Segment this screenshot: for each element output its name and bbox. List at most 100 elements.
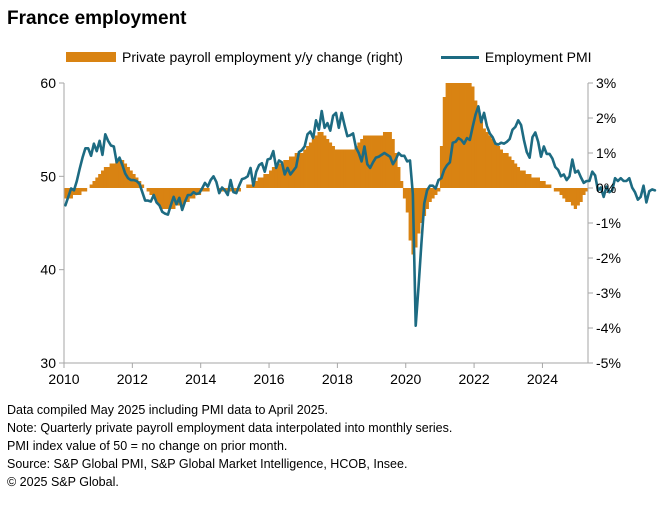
bar bbox=[482, 128, 486, 188]
bar bbox=[471, 86, 475, 188]
bar bbox=[64, 188, 68, 199]
x-tick-label: 2018 bbox=[322, 371, 353, 387]
bar bbox=[149, 188, 153, 195]
bar bbox=[405, 188, 409, 213]
x-tick-label: 2024 bbox=[527, 371, 558, 387]
bar bbox=[474, 100, 478, 188]
bar bbox=[363, 135, 367, 188]
bar bbox=[570, 188, 575, 206]
bar bbox=[496, 146, 501, 188]
bar bbox=[206, 188, 210, 192]
bar bbox=[260, 177, 264, 188]
legend-swatch-bars bbox=[66, 52, 116, 62]
bar-series bbox=[64, 83, 589, 255]
x-tick-label: 2016 bbox=[253, 371, 284, 387]
bar bbox=[237, 188, 241, 192]
bar bbox=[385, 132, 390, 188]
bar bbox=[459, 83, 464, 188]
bar bbox=[169, 188, 173, 209]
bar bbox=[377, 135, 381, 188]
bar bbox=[266, 174, 270, 188]
chart-title: France employment bbox=[7, 8, 187, 29]
bar bbox=[357, 142, 361, 188]
bar bbox=[457, 83, 461, 188]
bar bbox=[98, 174, 102, 188]
bar bbox=[118, 160, 122, 188]
bar bbox=[511, 160, 515, 188]
bar bbox=[553, 188, 558, 192]
bar bbox=[69, 188, 73, 199]
x-tick-label: 2012 bbox=[117, 371, 148, 387]
legend-swatch-line bbox=[440, 55, 479, 59]
bar bbox=[274, 167, 278, 188]
bar bbox=[317, 132, 321, 188]
bar bbox=[562, 188, 566, 199]
y-left-tick-label: 40 bbox=[40, 262, 56, 278]
bar bbox=[286, 160, 290, 188]
bar bbox=[155, 188, 159, 202]
bar bbox=[323, 135, 327, 188]
bar bbox=[140, 184, 145, 188]
bar bbox=[360, 139, 364, 188]
y-left-tick-label: 30 bbox=[40, 355, 56, 371]
note-copyright: © 2025 S&P Global. bbox=[7, 475, 119, 489]
bar bbox=[337, 149, 341, 188]
bar bbox=[542, 181, 546, 188]
bar bbox=[269, 170, 273, 188]
bar bbox=[152, 188, 156, 199]
bar bbox=[442, 97, 447, 188]
legend-label-line: Employment PMI bbox=[484, 49, 592, 65]
bar bbox=[254, 181, 259, 188]
bar bbox=[374, 135, 378, 188]
legend-item-line: Employment PMI bbox=[440, 49, 592, 65]
bar bbox=[81, 188, 85, 192]
bar bbox=[556, 188, 560, 192]
bar bbox=[277, 163, 281, 188]
bar bbox=[533, 177, 538, 188]
bar bbox=[331, 146, 335, 188]
bar bbox=[417, 188, 421, 234]
bar bbox=[92, 181, 96, 188]
bar bbox=[448, 83, 452, 188]
bar bbox=[340, 149, 344, 188]
bar bbox=[508, 156, 512, 188]
bar bbox=[485, 132, 489, 188]
pmi-line bbox=[64, 105, 657, 327]
bar bbox=[95, 177, 99, 188]
tick-labels: 2010 2012 2014 2016 2018 2020 2022 2024 30 40 50 60… bbox=[40, 75, 620, 387]
axes bbox=[59, 82, 593, 368]
bar bbox=[263, 174, 267, 188]
y-left-tick-label: 50 bbox=[40, 168, 56, 184]
bar bbox=[334, 149, 338, 188]
bar bbox=[431, 188, 435, 199]
bar bbox=[314, 135, 318, 188]
bar bbox=[146, 188, 150, 192]
bar bbox=[491, 139, 495, 188]
bar bbox=[516, 167, 521, 188]
bar bbox=[519, 170, 523, 188]
legend-label-bars: Private payroll employment y/y change (r… bbox=[122, 49, 403, 65]
bar bbox=[351, 149, 355, 188]
bar bbox=[513, 163, 518, 188]
bar bbox=[579, 188, 583, 202]
y-right-tick-label: 3% bbox=[596, 75, 616, 91]
bar bbox=[573, 188, 578, 209]
bar bbox=[348, 149, 353, 188]
bar bbox=[394, 153, 398, 188]
y-right-tick-label: -5% bbox=[596, 355, 621, 371]
bar bbox=[78, 188, 82, 195]
bar bbox=[522, 170, 526, 188]
bar bbox=[476, 111, 481, 188]
y-right-tick-label: 2% bbox=[596, 110, 616, 126]
bar bbox=[163, 188, 167, 209]
bar bbox=[582, 188, 586, 195]
bar bbox=[249, 184, 253, 188]
bar bbox=[257, 177, 261, 188]
bar bbox=[488, 135, 492, 188]
bar bbox=[494, 142, 498, 188]
bar bbox=[437, 188, 441, 192]
bar bbox=[539, 181, 543, 188]
bar bbox=[462, 83, 466, 188]
y-left-tick-label: 60 bbox=[40, 75, 56, 91]
bar bbox=[109, 163, 113, 188]
